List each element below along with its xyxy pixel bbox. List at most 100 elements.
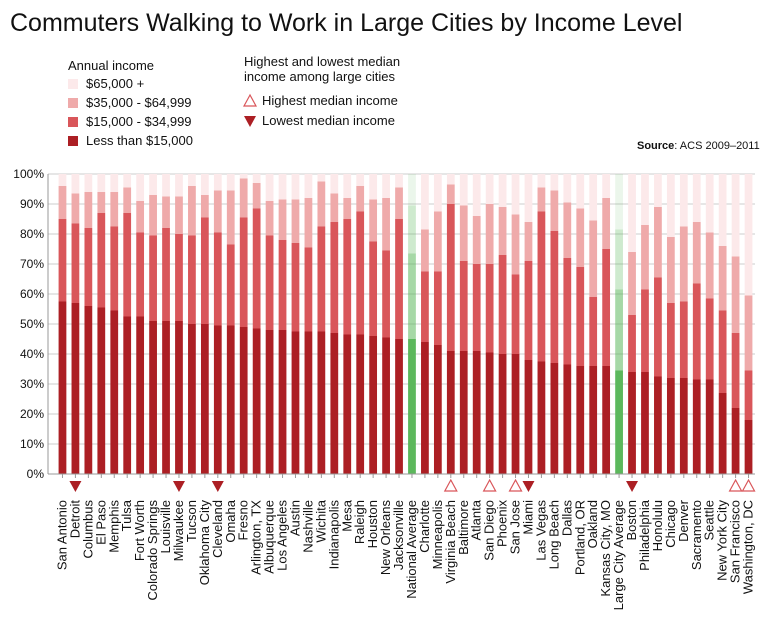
x-tick-label-baltimore: Baltimore [456,500,471,555]
bar-segment-san-jose-less-than-15-000 [511,354,520,474]
x-tick-label-tulsa: Tulsa [119,499,134,531]
bar-segment-denver-35-000-64-999 [679,226,688,302]
bar-segment-honolulu-15-000-34-999 [654,277,662,377]
bar-segment-boston-less-than-15-000 [628,372,636,474]
bar-segment-boston-65-000 [628,174,636,252]
bar-segment-portland-or-less-than-15-000 [576,366,585,474]
x-tick-label-wichita: Wichita [313,499,328,542]
x-tick-label-houston: Houston [365,500,380,548]
bar-segment-colorado-springs-35-000-64-999 [149,195,157,236]
bar-segment-honolulu-35-000-64-999 [654,207,662,278]
bar-segment-houston-15-000-34-999 [369,241,378,336]
legend-swatch-under-15k [68,136,78,146]
bar-segment-fort-worth-15-000-34-999 [136,232,145,317]
bar-segment-san-jose-65-000 [511,174,520,215]
bar-segment-oklahoma-city-65-000 [200,174,209,195]
bar-segment-milwaukee-less-than-15-000 [175,321,183,474]
bar-segment-san-antonio-15-000-34-999 [58,219,67,302]
marker-legend-title-line2: income among large cities [244,69,396,84]
bar-segment-indianapolis-15-000-34-999 [330,222,339,333]
bar-segment-philadelphia-less-than-15-000 [641,372,649,474]
x-tick-label-miami: Miami [520,500,535,535]
bar-segment-kansas-city-mo-65-000 [602,174,611,198]
x-tick-label-national-average: National Average [404,500,419,599]
marker-legend: Highest and lowest median income among l… [242,54,400,128]
bar-segment-tulsa-35-000-64-999 [123,187,132,213]
bar-segment-columbus-15-000-34-999 [84,228,93,306]
x-tick-label-nashville: Nashville [300,500,315,553]
x-tick-label-seattle: Seattle [702,500,717,540]
x-tick-label-boston: Boston [624,500,639,540]
bar-segment-omaha-15-000-34-999 [226,244,235,326]
bar-segment-tulsa-less-than-15-000 [123,316,132,474]
bar-segment-houston-65-000 [369,174,378,200]
bar-segment-san-francisco-less-than-15-000 [731,408,740,474]
bar-segment-raleigh-15-000-34-999 [356,211,365,335]
x-tick-label-atlanta: Atlanta [469,499,484,540]
bar-segment-large-city-average-65-000 [615,174,623,230]
x-tick-label-new-orleans: New Orleans [378,500,393,576]
y-tick-label: 100% [13,167,44,181]
bar-segment-portland-or-65-000 [576,174,585,209]
bar-segment-cleveland-less-than-15-000 [213,325,222,474]
bar-segment-jacksonville-15-000-34-999 [395,219,403,339]
bar-segment-nashville-15-000-34-999 [304,247,313,332]
bar-segment-jacksonville-less-than-15-000 [395,339,403,474]
bar-segment-omaha-less-than-15-000 [226,325,235,474]
bar-segment-san-francisco-15-000-34-999 [731,333,740,408]
bar-segment-new-york-city-less-than-15-000 [718,393,727,474]
bar-segment-jacksonville-35-000-64-999 [395,187,403,219]
bar-segment-colorado-springs-15-000-34-999 [149,235,157,321]
bar-segment-cleveland-15-000-34-999 [213,232,222,326]
x-tick-label-charlotte: Charlotte [417,500,432,553]
bar-segment-mesa-35-000-64-999 [343,198,352,219]
bar-segment-dallas-15-000-34-999 [563,258,572,365]
plot-area: 0% 10% 20% 30% 40% 50% 60% 70% 80% 90% 100% San Ant… [13,167,756,610]
x-tick-label-las-vegas: Las Vegas [533,500,548,561]
bar-segment-nashville-less-than-15-000 [304,331,313,474]
bar-segment-phoenix-less-than-15-000 [498,354,507,474]
bar-segment-arlington-tx-35-000-64-999 [252,183,261,209]
bar-segment-nashville-35-000-64-999 [304,198,313,248]
bar-segment-fresno-65-000 [239,174,248,179]
bar-segment-national-average-15-000-34-999 [408,253,416,339]
bar-segment-san-diego-less-than-15-000 [485,352,494,474]
bar-segment-arlington-tx-65-000 [252,174,261,183]
x-tick-label-san-diego: San Diego [482,500,497,561]
x-tick-label-el-paso: El Paso [93,500,108,545]
bar-segment-philadelphia-15-000-34-999 [641,289,649,372]
x-tick-label-cleveland: Cleveland [210,500,225,558]
bar-segment-chicago-35-000-64-999 [666,237,675,303]
bar-segment-detroit-15-000-34-999 [71,223,80,303]
bar-segment-tulsa-65-000 [123,174,132,188]
x-tick-label-memphis: Memphis [106,500,121,553]
bar-segment-oklahoma-city-less-than-15-000 [200,324,209,474]
x-tick-label-indianapolis: Indianapolis [326,500,341,570]
x-tick-label-austin: Austin [287,500,302,536]
bar-segment-detroit-less-than-15-000 [71,303,80,474]
lowest-median-triangle-icon [244,116,256,127]
x-tick-label-detroit: Detroit [67,500,82,539]
lowest-median-marker-cleveland [211,481,224,492]
x-tick-label-sacramento: Sacramento [689,500,704,570]
x-tick-label-tucson: Tucson [184,500,199,542]
bar-segment-new-york-city-35-000-64-999 [718,246,727,311]
bar-segment-seattle-35-000-64-999 [705,232,714,299]
bar-segment-columbus-less-than-15-000 [84,306,93,474]
bar-segment-milwaukee-15-000-34-999 [175,234,183,321]
bar-segment-indianapolis-65-000 [330,174,339,194]
income-legend-title: Annual income [68,58,154,73]
bar-segment-sacramento-35-000-64-999 [692,222,701,284]
bar-segment-miami-15-000-34-999 [524,261,533,360]
bar-segment-dallas-35-000-64-999 [563,202,572,258]
bar-segment-los-angeles-35-000-64-999 [278,199,287,240]
bar-segment-denver-65-000 [679,174,688,227]
highest-median-triangle-icon [242,93,258,107]
bar-segment-baltimore-15-000-34-999 [459,261,468,351]
bar-segment-jacksonville-65-000 [395,174,403,188]
bar-segment-atlanta-15-000-34-999 [472,264,481,351]
bar-segment-arlington-tx-less-than-15-000 [252,328,261,474]
bar-segment-los-angeles-less-than-15-000 [278,330,287,474]
x-tick-label-minneapolis: Minneapolis [430,500,445,570]
x-tick-label-colorado-springs: Colorado Springs [145,500,160,601]
